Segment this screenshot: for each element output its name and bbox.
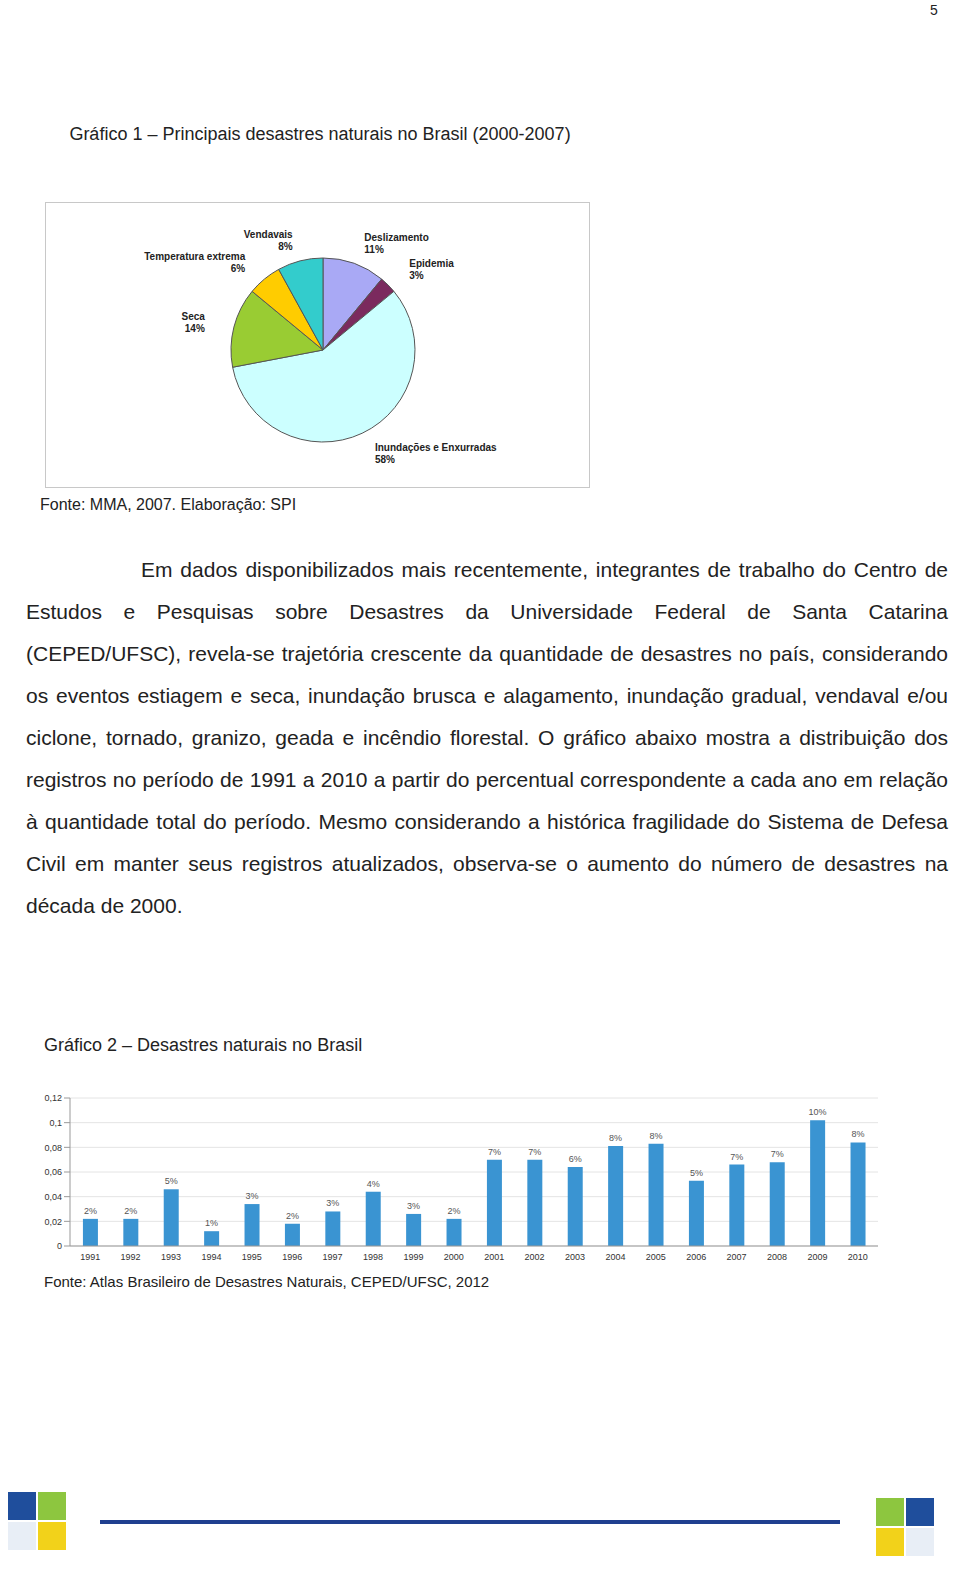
html-text:Gráfico 1 – Principais desastr: Gráfico 1 – Principais desastres naturai… — [69, 124, 571, 144]
svg-text:6%: 6% — [569, 1154, 582, 1164]
svg-text:1994: 1994 — [201, 1252, 221, 1262]
svg-text:8%: 8% — [852, 1129, 865, 1139]
svg-text:1991: 1991 — [80, 1252, 100, 1262]
svg-text:2004: 2004 — [605, 1252, 625, 1262]
svg-text:Seca14%: Seca14% — [181, 311, 205, 334]
svg-text:1%: 1% — [205, 1218, 218, 1228]
svg-text:0,12: 0,12 — [44, 1093, 62, 1103]
svg-text:3%: 3% — [326, 1198, 339, 1208]
svg-text:Temperatura extrema6%: Temperatura extrema6% — [144, 251, 245, 274]
svg-text:0,02: 0,02 — [44, 1217, 62, 1227]
svg-text:0: 0 — [57, 1241, 62, 1251]
svg-text:0,08: 0,08 — [44, 1143, 62, 1153]
svg-text:Vendavais8%: Vendavais8% — [244, 229, 293, 252]
svg-text:1992: 1992 — [121, 1252, 141, 1262]
svg-text:0,06: 0,06 — [44, 1167, 62, 1177]
svg-text:Deslizamento11%: Deslizamento11% — [364, 232, 428, 255]
html-text:Fonte: MMA, 2007. Elaboração:: Fonte: MMA, 2007. Elaboração: SPI — [40, 496, 297, 513]
svg-text:2010: 2010 — [848, 1252, 868, 1262]
svg-text:1993: 1993 — [161, 1252, 181, 1262]
svg-text:2005: 2005 — [646, 1252, 666, 1262]
svg-text:1997: 1997 — [323, 1252, 343, 1262]
svg-text:3%: 3% — [407, 1201, 420, 1211]
svg-text:2%: 2% — [124, 1206, 137, 1216]
svg-text:7%: 7% — [528, 1147, 541, 1157]
svg-text:2%: 2% — [84, 1206, 97, 1216]
svg-text:1996: 1996 — [282, 1252, 302, 1262]
svg-text:2009: 2009 — [807, 1252, 827, 1262]
svg-text:2003: 2003 — [565, 1252, 585, 1262]
svg-text:5%: 5% — [165, 1176, 178, 1186]
svg-text:0,04: 0,04 — [44, 1192, 62, 1202]
svg-text:7%: 7% — [730, 1152, 743, 1162]
html-text:Fonte: Atlas Brasileiro de Des: Fonte: Atlas Brasileiro de Desastres Nat… — [44, 1273, 490, 1290]
svg-text:Epidemia3%: Epidemia3% — [409, 258, 454, 281]
svg-text:1999: 1999 — [403, 1252, 423, 1262]
svg-text:1995: 1995 — [242, 1252, 262, 1262]
svg-text:2008: 2008 — [767, 1252, 787, 1262]
svg-text:8%: 8% — [609, 1133, 622, 1143]
svg-text:5%: 5% — [690, 1168, 703, 1178]
svg-text:7%: 7% — [771, 1149, 784, 1159]
svg-text:2%: 2% — [448, 1206, 461, 1216]
html-text:Em dados disponibilizados mais: Em dados disponibilizados mais recenteme… — [26, 558, 948, 917]
svg-text:Inundações e Enxurradas58%: Inundações e Enxurradas58% — [375, 442, 497, 465]
svg-text:7%: 7% — [488, 1147, 501, 1157]
svg-text:3%: 3% — [246, 1191, 259, 1201]
svg-text:4%: 4% — [367, 1179, 380, 1189]
svg-text:8%: 8% — [650, 1131, 663, 1141]
svg-text:2001: 2001 — [484, 1252, 504, 1262]
svg-text:10%: 10% — [809, 1107, 827, 1117]
svg-text:2002: 2002 — [525, 1252, 545, 1262]
svg-text:2006: 2006 — [686, 1252, 706, 1262]
svg-text:2%: 2% — [286, 1211, 299, 1221]
svg-text:2000: 2000 — [444, 1252, 464, 1262]
svg-text:2007: 2007 — [727, 1252, 747, 1262]
svg-text:1998: 1998 — [363, 1252, 383, 1262]
svg-text:0,1: 0,1 — [49, 1118, 62, 1128]
html-text:Gráfico 2 – Desastres naturais: Gráfico 2 – Desastres naturais no Brasil — [44, 1035, 363, 1055]
html-text:5: 5 — [930, 2, 938, 18]
